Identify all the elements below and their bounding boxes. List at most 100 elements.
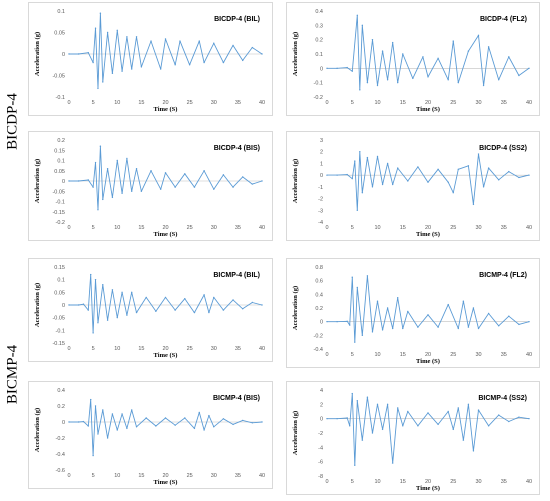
data-point (457, 168, 459, 170)
panel-bicdp-ss2: -4 -3 -2 -1 0 1 2 3 0 5 10 15 20 25 30 35 40 BICDP-4 (SS2… (286, 131, 540, 241)
data-point (92, 332, 94, 334)
y-tick-label: 0 (62, 420, 65, 426)
data-point (174, 186, 176, 188)
data-point (131, 68, 133, 70)
data-point (349, 425, 351, 427)
data-point (477, 327, 480, 330)
data-point (150, 170, 152, 172)
x-tick-label: 15 (400, 479, 406, 485)
data-point (102, 198, 104, 201)
data-point (111, 72, 114, 75)
data-point (437, 326, 439, 328)
series-line (69, 274, 263, 334)
x-tick-label: 25 (187, 346, 193, 352)
data-point (359, 89, 361, 91)
y-tick-label: -0.1 (56, 200, 65, 206)
y-tick-label: 0.6 (315, 279, 323, 285)
x-tick-label: 20 (425, 225, 431, 231)
x-tick-label: 0 (325, 479, 328, 485)
data-point (351, 276, 353, 278)
data-point (102, 81, 104, 83)
y-axis-label: Acceleration (g) (292, 411, 299, 455)
data-point (452, 40, 454, 42)
series-line (69, 145, 263, 211)
data-point (477, 34, 480, 37)
y-tick-label: 0.3 (315, 23, 323, 29)
data-point (203, 61, 205, 64)
data-point (94, 405, 97, 407)
x-tick-label: 0 (325, 352, 328, 358)
data-point (126, 36, 128, 38)
chart-title-bicdp-4-fl2: BICDP-4 (FL2) (480, 16, 527, 23)
x-tick-label: 15 (400, 225, 406, 231)
data-point (528, 320, 530, 323)
x-tick-label: 40 (526, 479, 532, 485)
y-tick-label: 0.2 (315, 306, 323, 312)
x-axis-label: Time (S) (416, 358, 440, 365)
data-point (361, 24, 364, 27)
series-line (327, 14, 530, 91)
data-point (477, 153, 480, 155)
data-point (213, 188, 215, 190)
data-point (261, 180, 263, 182)
data-point (68, 53, 70, 55)
data-point (346, 173, 348, 176)
data-point (397, 407, 399, 409)
data-point (145, 296, 147, 299)
data-point (106, 168, 109, 170)
y-tick-label: 0 (320, 417, 323, 423)
x-tick-label: 0 (67, 473, 70, 479)
data-point (356, 14, 358, 16)
data-point (336, 67, 338, 70)
data-point (462, 439, 465, 441)
chart-svg: -0.4 -0.2 0 0.2 0.4 0.6 0.8 0 5 10 15 20 25 30 35 40 BIC… (292, 265, 532, 365)
data-point (203, 294, 205, 296)
data-point (242, 308, 244, 310)
data-point (174, 64, 176, 66)
data-point (77, 53, 80, 55)
x-tick-label: 40 (526, 100, 532, 106)
data-point (376, 155, 379, 158)
chart-title-bicmp-4-bil: BICMP-4 (BIL) (213, 272, 260, 279)
panel-bicmp-fl2: -0.4 -0.2 0 0.2 0.4 0.6 0.8 0 5 10 15 20 25 30 35 40 BIC… (286, 258, 540, 368)
panel-bicmp-bis: -0.6 -0.4 -0.2 0 0.2 0.4 0 5 10 15 20 25 30 35 40 BICMP… (28, 381, 273, 489)
y-tick-label: -0.05 (52, 74, 65, 80)
x-axis-label: Time (S) (416, 106, 440, 113)
y-tick-label: -6 (318, 460, 323, 466)
data-point (251, 301, 254, 304)
x-tick-label: 0 (67, 225, 70, 231)
chart-svg: -0.2 -0.15 -0.1 -0.05 0 0.05 0.1 0.15 0.2 0 5 10 15 2… (34, 138, 265, 238)
data-point (251, 46, 254, 49)
x-tick-label: 35 (501, 100, 507, 106)
data-point (135, 426, 138, 428)
data-point (94, 161, 97, 164)
data-point (94, 278, 97, 281)
data-point (361, 334, 364, 337)
x-tick-label: 5 (351, 100, 354, 106)
data-point (402, 327, 404, 330)
y-tick-label: -0.1 (314, 81, 323, 87)
data-point (518, 176, 520, 179)
data-point (366, 396, 369, 398)
x-tick-label: 5 (92, 100, 95, 106)
y-tick-label: -0.05 (52, 189, 65, 195)
data-point (77, 180, 80, 182)
data-point (422, 56, 424, 58)
data-point (222, 418, 225, 420)
data-point (427, 412, 429, 414)
data-point (467, 326, 470, 328)
data-point (487, 46, 490, 48)
data-point (354, 160, 356, 162)
data-point (487, 425, 490, 427)
data-point (467, 50, 470, 52)
y-tick-label: 0 (320, 66, 323, 72)
data-point (349, 324, 351, 326)
data-point (437, 57, 439, 59)
data-point (336, 417, 338, 420)
y-tick-label: 1 (320, 161, 323, 167)
x-tick-label: 0 (325, 225, 328, 231)
x-tick-label: 25 (450, 352, 456, 358)
data-point (102, 409, 104, 411)
data-point (508, 420, 510, 423)
